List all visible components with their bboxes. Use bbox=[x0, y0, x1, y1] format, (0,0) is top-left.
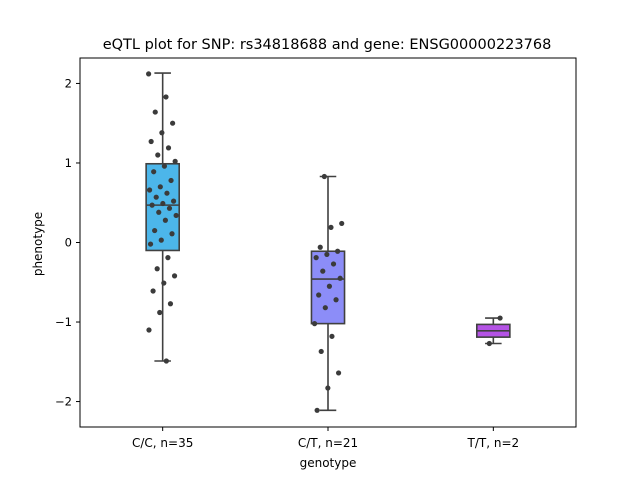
data-point bbox=[328, 224, 334, 230]
plot-marks: −2 −1 0 1 2 C/C, n=35 C/T, n=21 T/T, n=2 bbox=[55, 71, 519, 450]
data-point bbox=[149, 202, 155, 208]
data-point bbox=[157, 184, 163, 190]
data-point bbox=[173, 212, 179, 219]
data-point bbox=[151, 169, 157, 175]
x-tick-label: T/T, n=2 bbox=[467, 436, 520, 450]
data-point bbox=[337, 275, 343, 281]
data-point bbox=[169, 231, 175, 237]
data-point bbox=[150, 288, 156, 294]
data-point bbox=[159, 130, 165, 136]
data-point bbox=[335, 370, 342, 376]
y-tick-label: −2 bbox=[55, 395, 72, 409]
data-point bbox=[324, 251, 330, 258]
data-point bbox=[320, 268, 326, 274]
data-point bbox=[166, 205, 173, 211]
data-point bbox=[170, 198, 177, 204]
data-point bbox=[146, 71, 152, 77]
data-point bbox=[497, 315, 503, 321]
data-point bbox=[313, 255, 319, 261]
chart-title: eQTL plot for SNP: rs34818688 and gene: … bbox=[103, 37, 552, 53]
data-point bbox=[165, 145, 172, 151]
data-point bbox=[325, 385, 331, 391]
data-point bbox=[152, 109, 158, 115]
y-tick-label: 2 bbox=[65, 76, 72, 90]
data-point bbox=[157, 309, 163, 316]
data-point bbox=[170, 120, 176, 126]
data-point bbox=[167, 301, 174, 307]
data-point bbox=[164, 190, 170, 196]
data-point bbox=[317, 244, 323, 250]
axes-frame bbox=[79, 57, 577, 428]
data-point bbox=[148, 138, 154, 145]
y-axis-label: phenotype bbox=[31, 212, 45, 276]
x-tick-label: C/C, n=35 bbox=[132, 436, 193, 450]
y-tick-label: 0 bbox=[65, 236, 72, 250]
data-point bbox=[333, 297, 339, 303]
data-point bbox=[335, 248, 341, 254]
x-tick-label: C/T, n=21 bbox=[298, 436, 358, 450]
data-point bbox=[326, 283, 333, 289]
data-point bbox=[322, 305, 328, 311]
data-point bbox=[172, 158, 178, 164]
y-tick-label: −1 bbox=[55, 315, 72, 329]
data-point bbox=[316, 292, 322, 298]
data-point bbox=[152, 227, 158, 234]
data-point bbox=[330, 261, 337, 267]
data-point bbox=[171, 273, 178, 279]
data-point bbox=[311, 321, 318, 327]
data-point bbox=[161, 280, 167, 286]
data-point bbox=[163, 94, 169, 100]
data-point bbox=[162, 217, 168, 223]
data-point bbox=[147, 241, 154, 247]
data-point bbox=[153, 194, 159, 200]
y-tick-label: 1 bbox=[65, 156, 72, 170]
x-axis-label: genotype bbox=[300, 456, 357, 470]
data-point bbox=[158, 237, 164, 243]
data-point bbox=[161, 163, 168, 169]
data-point bbox=[146, 187, 153, 193]
data-point bbox=[155, 152, 161, 158]
data-point bbox=[314, 407, 320, 413]
data-point bbox=[486, 340, 492, 347]
data-point bbox=[160, 200, 166, 207]
data-point bbox=[318, 348, 324, 355]
data-point bbox=[165, 255, 171, 261]
data-point bbox=[329, 333, 335, 339]
data-point bbox=[154, 266, 160, 272]
data-point bbox=[163, 358, 169, 364]
data-point bbox=[321, 173, 327, 180]
data-point bbox=[339, 220, 345, 227]
data-point bbox=[156, 209, 162, 215]
data-point bbox=[146, 327, 152, 333]
data-point bbox=[168, 177, 174, 184]
